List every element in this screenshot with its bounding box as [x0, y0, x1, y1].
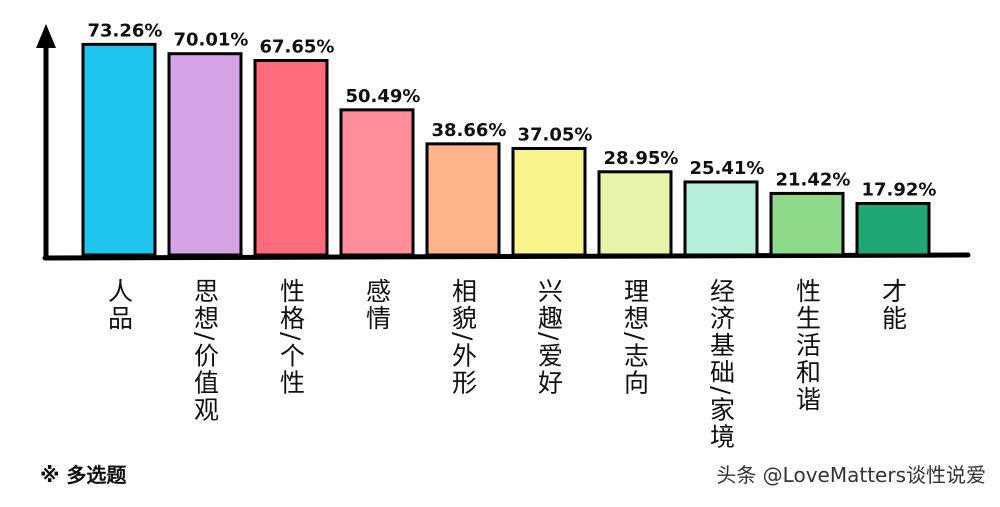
value-label: 67.65%	[260, 37, 335, 58]
bar	[167, 52, 243, 257]
bar	[81, 42, 157, 257]
x-tick-label: 经济基础/家境	[707, 278, 736, 450]
x-tick-label: 理想/志向	[621, 278, 650, 396]
y-axis-arrow	[36, 24, 56, 48]
value-label: 25.41%	[690, 158, 765, 179]
x-tick-label: 思想/价值观	[191, 278, 220, 423]
bar	[425, 142, 501, 257]
bar	[597, 170, 673, 257]
value-label: 70.01%	[174, 30, 249, 51]
value-label: 28.95%	[604, 148, 679, 169]
bar	[339, 108, 415, 257]
bar	[855, 201, 931, 257]
note: ※ 多选题	[40, 463, 127, 487]
value-label: 17.92%	[862, 179, 937, 200]
bar	[253, 59, 329, 257]
value-label: 38.66%	[432, 120, 507, 141]
x-tick-label: 人品	[105, 278, 134, 332]
x-tick-label: 相貌/外形	[449, 278, 478, 396]
bar	[769, 191, 845, 257]
value-label: 37.05%	[518, 124, 593, 145]
x-tick-label: 感情	[363, 278, 392, 332]
x-tick-label: 兴趣/爱好	[535, 278, 564, 396]
watermark: 头条 @LoveMatters谈性说爱	[716, 463, 986, 487]
value-label: 21.42%	[776, 169, 851, 190]
x-tick-label: 性格/个性	[277, 278, 306, 396]
x-tick-label: 才能	[879, 278, 908, 332]
x-tick-label: 性生活和谐	[793, 278, 822, 413]
value-label: 73.26%	[88, 20, 163, 41]
value-label: 50.49%	[346, 86, 421, 107]
bar	[511, 146, 587, 257]
bar	[683, 180, 759, 257]
